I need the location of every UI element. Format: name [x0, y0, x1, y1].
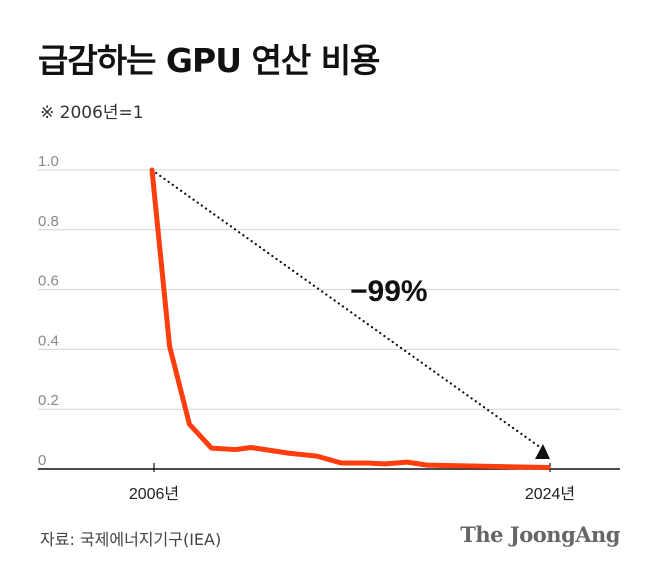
y-tick-label: 0: [38, 452, 46, 469]
x-tick-label: 2024년: [525, 485, 575, 503]
chart-subtitle: ※ 2006년=1: [40, 103, 144, 123]
y-tick-label: 0.4: [38, 332, 59, 349]
dotted-arrow-line: [150, 168, 546, 452]
series-line: [149, 167, 551, 471]
source-note: 자료: 국제에너지기구(IEA): [40, 530, 222, 549]
y-tick-label: 0.6: [38, 273, 59, 290]
y-tick-label: 0.8: [38, 213, 59, 230]
x-tick-label: 2006년: [129, 485, 179, 503]
arrow-head: [535, 444, 550, 460]
brand-logo: The JoongAng: [460, 522, 620, 547]
y-tick-label: 1.0: [38, 153, 59, 170]
chart-title: 급감하는 GPU 연산 비용: [38, 41, 380, 80]
annotation-label: −99%: [350, 275, 428, 308]
y-tick-label: 0.2: [38, 392, 59, 409]
